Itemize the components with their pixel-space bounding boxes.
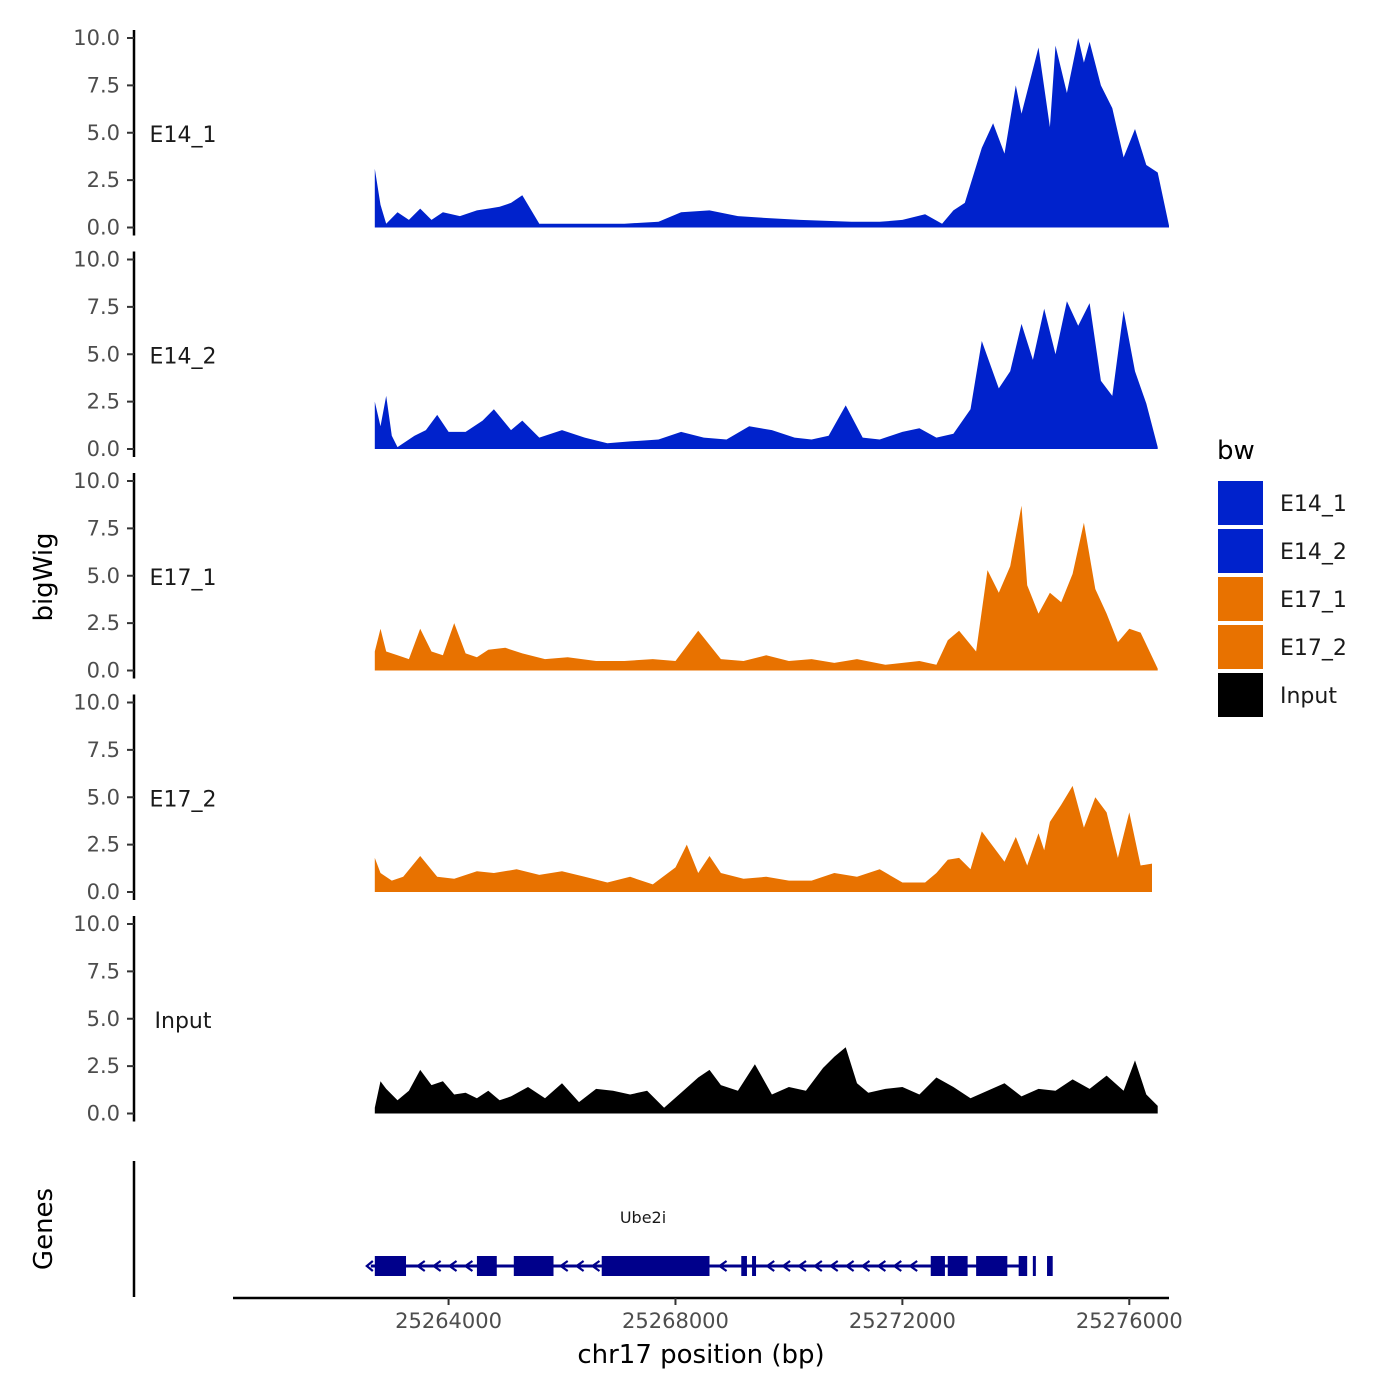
gene-exon-11 (1047, 1256, 1053, 1276)
legend-entries: E14_1 E14_2 E17_1 E17_2 Input (1218, 481, 1347, 717)
gene-exon-0 (374, 1256, 407, 1276)
y-tick-label-e14-2-4: 10.0 (73, 248, 120, 272)
track-label-e17-1: E17_1 (150, 566, 217, 591)
y-tick-label-e17-2-3: 7.5 (87, 738, 120, 762)
gene-exon-4 (741, 1256, 747, 1276)
x-axis-ticks: 25264000 25268000 25272000 25276000 (395, 1298, 1183, 1333)
gene-exon-3 (601, 1256, 710, 1276)
gene-strand-arrow-10 (797, 1260, 807, 1272)
gene-start-arrow (365, 1260, 374, 1272)
gene-exon-6 (930, 1256, 945, 1276)
gene-exon-2 (513, 1256, 554, 1276)
gene-strand-arrow-14 (860, 1260, 871, 1272)
y-tick-label-input-3: 7.5 (87, 959, 120, 983)
y-tick-label-e14-2-0: 0.0 (87, 437, 120, 461)
track-area-e17-1 (374, 505, 1158, 671)
y-tick-label-e14-2-1: 2.5 (87, 390, 120, 414)
gene-strand-arrow-0 (415, 1260, 426, 1272)
gene-exon-8 (976, 1256, 1008, 1276)
x-tick-label-3: 25276000 (1076, 1309, 1183, 1333)
legend-label-e17-1: E17_1 (1280, 588, 1347, 613)
genes-panel: Genes Ube2i (29, 1161, 1053, 1297)
track-area-e17-2 (374, 785, 1152, 892)
track-area-e14-1 (374, 38, 1169, 228)
genes-axis-title: Genes (29, 1188, 59, 1270)
y-tick-label-input-1: 2.5 (87, 1054, 120, 1078)
gene-strand-arrow-8 (765, 1260, 775, 1272)
legend-label-e14-1: E14_1 (1280, 492, 1347, 517)
legend-label-e14-2: E14_2 (1280, 540, 1347, 565)
gene-exon-1 (476, 1256, 497, 1276)
y-tick-label-input-0: 0.0 (87, 1102, 120, 1126)
track-e14-2: 0.0 2.5 5.0 7.5 10.0 E14_2 (73, 248, 1158, 461)
gene-strand-arrow-13 (844, 1260, 855, 1272)
y-tick-label-e17-1-1: 2.5 (87, 611, 120, 635)
gene-exon-5 (752, 1256, 757, 1276)
gene-strand-arrow-17 (908, 1260, 918, 1272)
track-area-e14-2 (374, 301, 1158, 449)
y-tick-label-input-4: 10.0 (73, 912, 120, 936)
gene-strand-arrow-11 (812, 1260, 823, 1272)
gene-strand-arrow-4 (558, 1260, 569, 1272)
gene-strand-arrow-2 (447, 1260, 458, 1272)
legend: bw E14_1 E14_2 E17_1 E17_2 Input (1217, 436, 1347, 717)
gene-strand-arrow-9 (781, 1260, 791, 1272)
track-input: 0.0 2.5 5.0 7.5 10.0 Input (73, 912, 1158, 1126)
y-tick-label-e14-1-4: 10.0 (73, 26, 120, 50)
gene-strand-arrow-3 (463, 1260, 474, 1272)
legend-swatch-e17-2 (1218, 625, 1263, 669)
gene-strand-arrow-5 (574, 1260, 585, 1272)
legend-swatch-e14-2 (1218, 529, 1263, 573)
legend-label-e17-2: E17_2 (1280, 636, 1347, 661)
track-label-e14-2: E14_2 (150, 345, 217, 370)
gene-strand-arrow-16 (892, 1260, 902, 1272)
legend-title: bw (1217, 436, 1255, 466)
gene-model (365, 1256, 1053, 1276)
gene-strand-arrow-12 (828, 1260, 839, 1272)
y-tick-label-e17-2-1: 2.5 (87, 833, 120, 857)
track-e14-1: 0.0 2.5 5.0 7.5 10.0 E14_1 (73, 26, 1169, 240)
x-axis-title: chr17 position (bp) (577, 1340, 824, 1370)
y-tick-label-e17-1-0: 0.0 (87, 659, 120, 683)
gene-exon-10 (1032, 1256, 1036, 1276)
y-tick-label-e14-1-0: 0.0 (87, 216, 120, 240)
x-tick-label-1: 25268000 (622, 1309, 729, 1333)
y-tick-label-e17-2-2: 5.0 (87, 785, 120, 809)
legend-swatch-e14-1 (1218, 481, 1263, 525)
y-tick-label-e14-2-2: 5.0 (87, 342, 120, 366)
y-tick-label-e14-2-3: 7.5 (87, 295, 120, 319)
track-e17-1: 0.0 2.5 5.0 7.5 10.0 E17_1 (73, 469, 1158, 683)
y-tick-label-e17-2-4: 10.0 (73, 691, 120, 715)
gene-strand-arrow-7 (717, 1260, 728, 1272)
y-axis-title: bigWig (29, 532, 59, 621)
gene-label: Ube2i (620, 1208, 666, 1227)
y-tick-label-e14-1-3: 7.5 (87, 73, 120, 97)
y-tick-label-e14-1-2: 5.0 (87, 121, 120, 145)
y-tick-label-input-2: 5.0 (87, 1007, 120, 1031)
gene-strand-arrow-15 (876, 1260, 887, 1272)
gene-strand-arrow-6 (590, 1260, 601, 1272)
y-tick-label-e17-1-4: 10.0 (73, 469, 120, 493)
x-axis: 25264000 25268000 25272000 25276000 chr17 p… (233, 1296, 1183, 1370)
legend-swatch-e17-1 (1218, 577, 1263, 621)
track-label-e17-2: E17_2 (150, 788, 217, 813)
track-e17-2: 0.0 2.5 5.0 7.5 10.0 E17_2 (73, 691, 1152, 904)
legend-label-input: Input (1280, 684, 1337, 709)
gene-strand-arrow-1 (431, 1260, 442, 1272)
track-label-e14-1: E14_1 (150, 123, 217, 148)
gene-exon-7 (947, 1256, 968, 1276)
y-tick-label-e17-1-2: 5.0 (87, 564, 120, 588)
legend-swatch-input (1218, 673, 1263, 717)
track-area-input (374, 1047, 1158, 1114)
y-tick-label-e17-2-0: 0.0 (87, 880, 120, 904)
y-tick-label-e17-1-3: 7.5 (87, 516, 120, 540)
track-label-input: Input (155, 1009, 212, 1034)
y-tick-label-e14-1-1: 2.5 (87, 168, 120, 192)
signal-tracks: 0.0 2.5 5.0 7.5 10.0 E14_1 0.0 2.5 5.0 7.5 10.0 E14… (73, 26, 1169, 1126)
gene-exon-9 (1018, 1256, 1028, 1276)
x-tick-label-2: 25272000 (849, 1309, 956, 1333)
x-tick-label-0: 25264000 (395, 1309, 502, 1333)
